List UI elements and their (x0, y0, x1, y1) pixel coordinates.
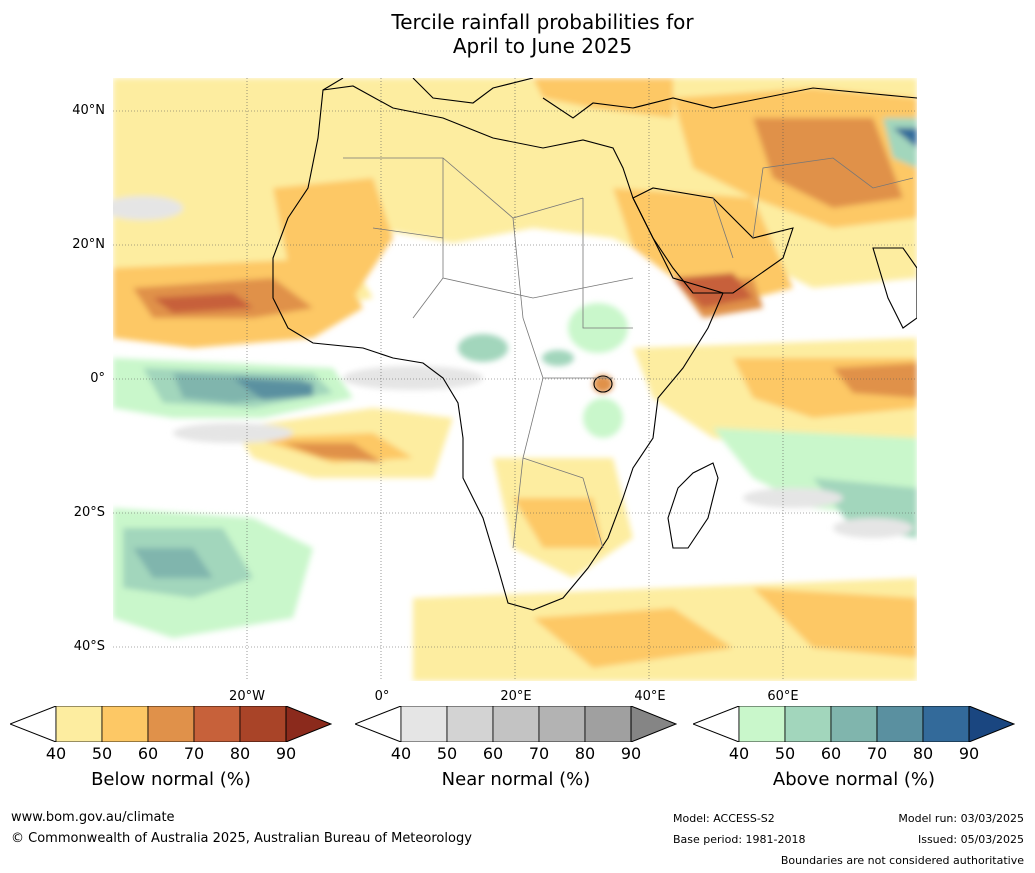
swatch-near-80-90 (584, 705, 632, 743)
colorbar-above-normal (691, 705, 1016, 746)
swatch-near-70-80 (538, 705, 586, 743)
swatch-above-40-50 (738, 705, 786, 743)
above-tick-50: 50 (774, 744, 796, 763)
near-tick-80: 80 (574, 744, 596, 763)
near-tick-90: 90 (620, 744, 642, 763)
swatch-above-80-90 (922, 705, 970, 743)
map-title: Tercile rainfall probabilities for April… (0, 10, 1035, 58)
swatch-below-80-90 (239, 705, 287, 743)
colorbar-near-title: Near normal (%) (441, 769, 591, 790)
lon-label-60e: 60°E (767, 689, 799, 704)
above-tick-80: 80 (912, 744, 934, 763)
swatch-below-over-90 (285, 705, 333, 743)
lat-label-40s: 40°S (73, 639, 105, 654)
swatch-near-under-40 (353, 705, 402, 743)
website-link[interactable]: www.bom.gov.au/climate (11, 810, 175, 825)
lat-label-equator: 0° (90, 371, 105, 386)
colorbar-above-title: Above normal (%) (772, 769, 936, 790)
lon-label-40e: 40°E (634, 689, 666, 704)
near-tick-50: 50 (436, 744, 458, 763)
swatch-near-60-70 (492, 705, 540, 743)
swatch-below-40-50 (55, 705, 103, 743)
swatch-near-over-90 (630, 705, 678, 743)
above-tick-70: 70 (866, 744, 888, 763)
lat-label-40n: 40°N (72, 103, 105, 118)
above-tick-90: 90 (958, 744, 980, 763)
colorbar-near-normal (353, 705, 678, 746)
model-text: Model: ACCESS-S2 (673, 812, 775, 825)
swatch-near-40-50 (400, 705, 448, 743)
rainfall-map (113, 78, 917, 681)
model-run-text: Model run: 03/03/2025 (898, 812, 1024, 825)
above-tick-40: 40 (728, 744, 750, 763)
swatch-below-70-80 (193, 705, 241, 743)
base-period-text: Base period: 1981-2018 (673, 833, 806, 846)
map-title-line2: April to June 2025 (452, 34, 633, 58)
graticule (113, 78, 917, 681)
below-tick-80: 80 (229, 744, 251, 763)
lat-label-20n: 20°N (72, 237, 105, 252)
near-tick-40: 40 (390, 744, 412, 763)
issued-text: Issued: 05/03/2025 (917, 833, 1024, 846)
colorbar-below-title: Below normal (%) (91, 769, 251, 790)
map-canvas (113, 78, 917, 681)
disclaimer-text: Boundaries are not considered authoritat… (780, 854, 1024, 867)
below-tick-50: 50 (91, 744, 113, 763)
lon-label-20w: 20°W (229, 689, 265, 704)
colorbar-near-normal-swatches (353, 705, 678, 743)
below-tick-40: 40 (45, 744, 67, 763)
below-tick-90: 90 (275, 744, 297, 763)
lon-label-0: 0° (374, 689, 390, 704)
below-tick-60: 60 (137, 744, 159, 763)
swatch-above-50-60 (784, 705, 832, 743)
swatch-above-under-40 (691, 705, 740, 743)
lat-label-20s: 20°S (73, 505, 105, 520)
lon-label-20e: 20°E (500, 689, 532, 704)
swatch-above-60-70 (830, 705, 878, 743)
swatch-below-60-70 (147, 705, 195, 743)
swatch-below-under-40 (8, 705, 57, 743)
colorbar-below-normal-swatches (8, 705, 333, 743)
country-borders (343, 157, 914, 549)
map-title-line1: Tercile rainfall probabilities for (391, 10, 694, 34)
swatch-below-50-60 (101, 705, 149, 743)
swatch-above-70-80 (876, 705, 924, 743)
below-tick-70: 70 (183, 744, 205, 763)
colorbar-below-normal (8, 705, 333, 746)
colorbar-above-normal-swatches (691, 705, 1016, 743)
copyright-text: © Commonwealth of Australia 2025, Austra… (11, 831, 472, 846)
above-tick-60: 60 (820, 744, 842, 763)
near-tick-70: 70 (528, 744, 550, 763)
coastlines (272, 78, 917, 611)
swatch-near-50-60 (446, 705, 494, 743)
near-tick-60: 60 (482, 744, 504, 763)
swatch-above-over-90 (968, 705, 1016, 743)
